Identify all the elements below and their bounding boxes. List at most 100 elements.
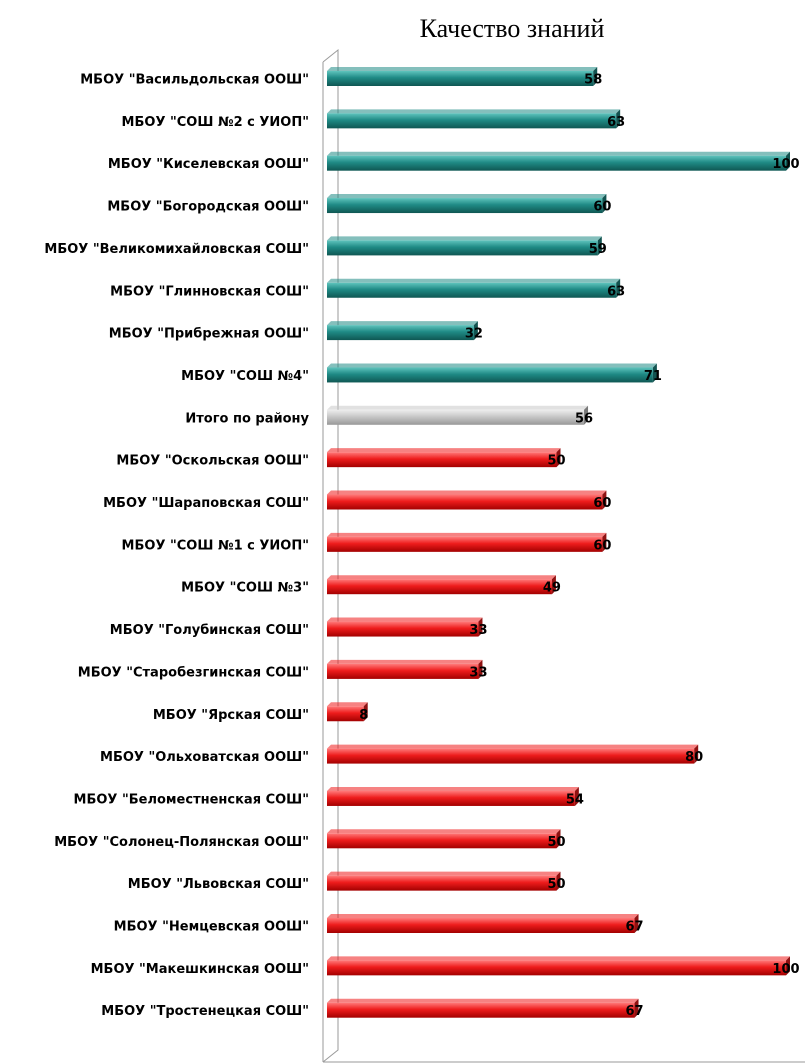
data-label: 63 [607, 284, 625, 299]
bar-front-face [327, 367, 653, 383]
data-label: 56 [575, 411, 593, 426]
category-label: МБОУ "Богородская ООШ" [107, 200, 309, 215]
bar-front-face [327, 960, 786, 976]
data-label: 33 [469, 665, 487, 680]
bar-end-cap [556, 871, 561, 891]
bar-front-face [327, 536, 603, 552]
chart-title: Качество знаний [420, 14, 605, 43]
data-labels: 58 63 100 60 59 63 32 71 56 50 60 60 49 33 33 8 80 54 50 50… [359, 73, 799, 1020]
bar-front-face [327, 790, 575, 806]
category-label: МБОУ "Тростенецкая СОШ" [101, 1004, 309, 1019]
bar-end-cap [602, 490, 607, 510]
bar-top-face [327, 617, 483, 622]
bar-end-cap [634, 914, 639, 933]
bar-front-face [327, 918, 635, 933]
bar-front-face [327, 240, 598, 256]
bar-front-face [327, 113, 617, 129]
category-label: МБОУ "Киселевская ООШ" [108, 157, 309, 172]
category-label: МБОУ "Шараповская СОШ" [103, 496, 309, 511]
bar-below [327, 532, 607, 552]
bar-end-cap [652, 363, 657, 383]
bar-below [327, 659, 483, 679]
bar-front-face [327, 748, 695, 764]
bar-below [327, 998, 639, 1018]
bar-above [327, 151, 790, 171]
category-label: МБОУ "Глинновская СОШ" [110, 284, 309, 299]
category-label: Итого по району [185, 411, 309, 426]
bar-end-cap [363, 702, 368, 722]
bar-end-cap [634, 998, 639, 1018]
bar-total [327, 405, 589, 425]
category-label: МБОУ "СОШ №2 с УИОП" [122, 115, 309, 130]
data-label: 50 [547, 835, 565, 850]
bar-above [327, 109, 621, 129]
bar-below [327, 702, 368, 722]
bar-above [327, 236, 602, 256]
bar-front-face [327, 494, 603, 510]
bar-end-cap [786, 956, 790, 976]
bar-front-face [327, 1002, 635, 1018]
data-label: 8 [359, 708, 368, 723]
bar-above [327, 67, 598, 86]
category-label: МБОУ "Беломестненская СОШ" [74, 792, 309, 807]
bar-top-face [327, 278, 621, 283]
bar-top-face [327, 109, 621, 114]
bar-below [327, 617, 483, 637]
bar-end-cap [473, 321, 478, 341]
bar-below [327, 956, 790, 976]
data-label: 33 [469, 623, 487, 638]
bar-top-face [327, 405, 589, 410]
bar-end-cap [574, 786, 579, 806]
bar-end-cap [602, 194, 607, 214]
bar-below [327, 490, 607, 510]
data-label: 67 [625, 920, 643, 935]
data-label: 100 [772, 157, 799, 172]
bar-end-cap [616, 109, 621, 129]
bar-front-face [327, 198, 603, 214]
bar-front-face [327, 409, 585, 425]
bar-end-cap [584, 405, 589, 425]
bar-end-cap [556, 829, 561, 849]
bar-end-cap [602, 532, 607, 552]
data-label: 71 [644, 369, 662, 384]
bar-top-face [327, 744, 699, 749]
bar-top-face [327, 575, 556, 580]
bar-end-cap [593, 67, 598, 86]
data-label: 60 [593, 496, 611, 511]
category-label: МБОУ "Макешкинская ООШ" [91, 962, 309, 977]
category-label: МБОУ "Прибрежная ООШ" [109, 327, 309, 342]
data-label: 54 [566, 792, 584, 807]
category-label: МБОУ "Голубинская СОШ" [110, 623, 309, 638]
bar-front-face [327, 621, 479, 637]
category-label: МБОУ "Ольховатская ООШ" [100, 750, 309, 765]
bar-above [327, 194, 607, 214]
bar-front-face [327, 875, 557, 891]
bar-top-face [327, 956, 790, 961]
category-label: МБОУ "Немцевская ООШ" [114, 920, 309, 935]
bar-below [327, 871, 561, 891]
data-label: 60 [593, 538, 611, 553]
bar-top-face [327, 236, 602, 241]
bar-end-cap [556, 448, 561, 468]
bar-top-face [327, 448, 561, 453]
bar-top-face [327, 67, 598, 71]
bar-top-face [327, 363, 657, 368]
data-label: 63 [607, 115, 625, 130]
category-label: МБОУ "Ярская СОШ" [153, 708, 309, 723]
data-label: 50 [547, 454, 565, 469]
bar-below [327, 786, 579, 806]
bar-front-face [327, 706, 364, 722]
category-labels: МБОУ "Васильдольская ООШ" МБОУ "СОШ №2 с … [44, 73, 309, 1020]
bar-below [327, 448, 561, 468]
category-label: МБОУ "Васильдольская ООШ" [80, 73, 309, 88]
bar-front-face [327, 833, 557, 849]
bar-front-face [327, 155, 786, 171]
bar-end-cap [551, 575, 556, 595]
bar-top-face [327, 490, 607, 495]
category-label: МБОУ "СОШ №4" [181, 369, 309, 384]
bar-end-cap [616, 278, 621, 298]
bar-end-cap [597, 236, 602, 256]
category-label: МБОУ "Великомихайловская СОШ" [44, 242, 309, 257]
bar-front-face [327, 325, 474, 341]
bar-above [327, 278, 621, 298]
